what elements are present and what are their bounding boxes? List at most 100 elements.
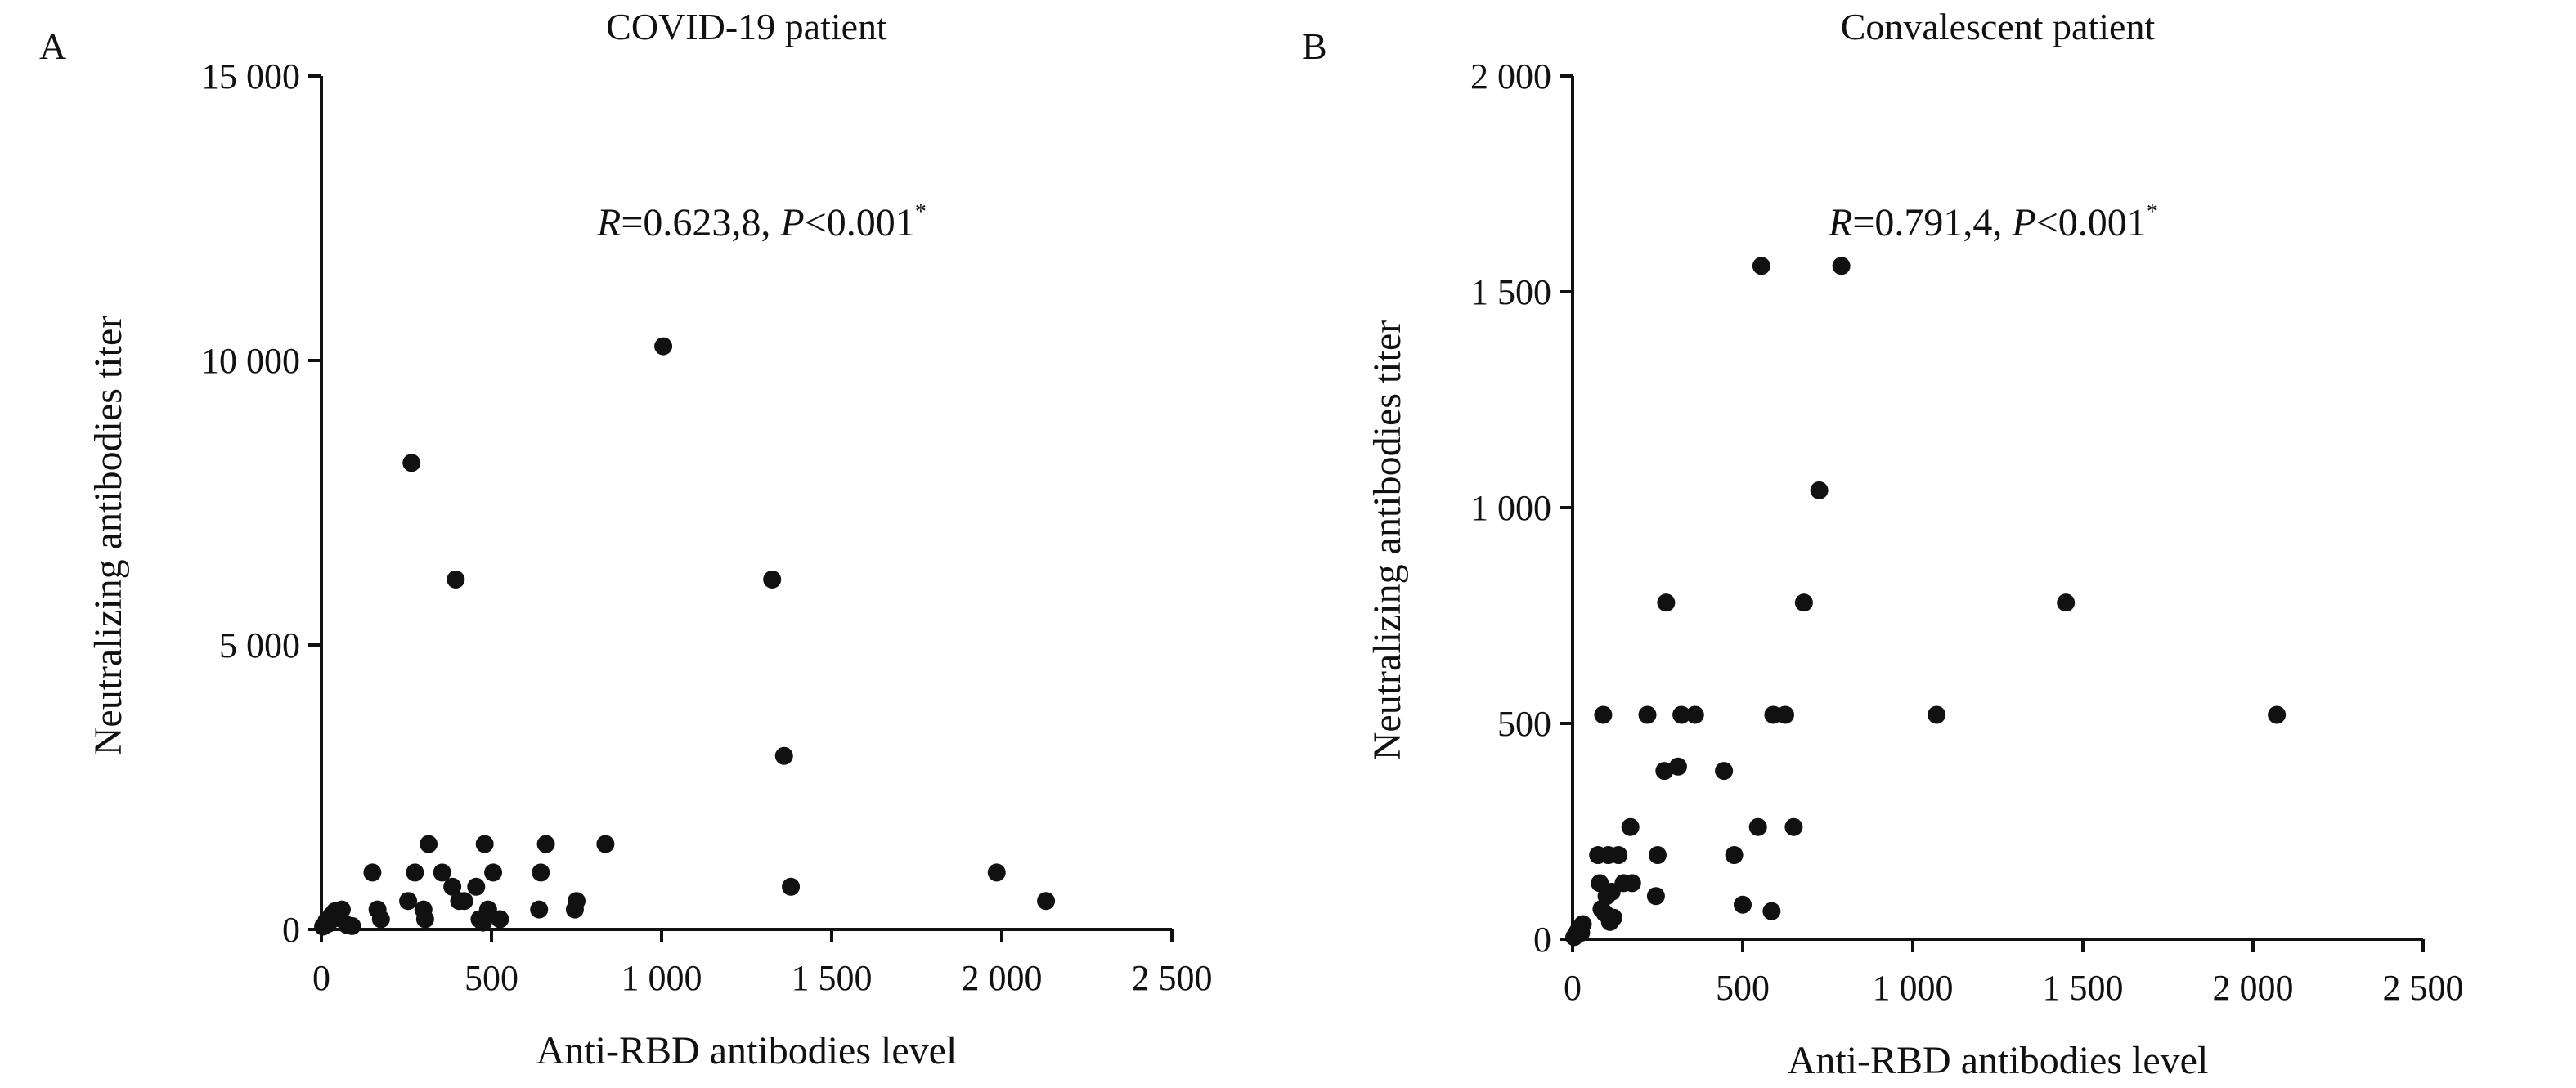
y-tick-label: 15 000 (201, 56, 300, 96)
data-point (1573, 915, 1592, 934)
x-tick-label: 500 (1716, 968, 1770, 1008)
x-tick-label: 2 500 (1132, 958, 1213, 998)
data-point (1715, 762, 1734, 781)
r-value: =0.623,8, (621, 201, 780, 244)
data-point (1776, 705, 1794, 724)
data-point (332, 900, 351, 919)
y-tick-label: 1 500 (1470, 272, 1551, 312)
x-tick-label: 0 (312, 958, 330, 998)
data-point (402, 454, 421, 472)
x-tick-label: 1 000 (1873, 968, 1954, 1008)
data-point (420, 835, 438, 853)
correlation-annotation: R=0.791,4, P<0.001* (1828, 199, 2158, 244)
data-point (447, 570, 465, 589)
data-point (415, 910, 434, 929)
data-point (455, 892, 473, 911)
data-point (1037, 892, 1056, 911)
panel-a: A COVID-19 patient 0 5 000 10 000 15 000 0 500 1… (39, 6, 1213, 1072)
r-symbol: R (596, 201, 621, 244)
data-point (774, 746, 793, 765)
data-point (530, 900, 549, 919)
data-point (654, 337, 673, 356)
y-tick-label: 5 000 (219, 625, 300, 665)
data-point (568, 892, 586, 911)
data-point (1655, 762, 1674, 781)
data-point (1734, 895, 1752, 914)
x-tick-label: 500 (464, 958, 518, 998)
data-point (1725, 846, 1744, 865)
data-point (1638, 705, 1657, 724)
y-axis-label: Neutralizing antibodies titer (87, 316, 130, 756)
p-symbol: P (2011, 201, 2035, 244)
data-point (1685, 705, 1704, 724)
correlation-annotation: R=0.623,8, P<0.001* (596, 199, 927, 244)
data-point (1832, 257, 1851, 275)
data-point (1668, 757, 1687, 776)
data-point (1604, 908, 1622, 927)
data-point (443, 877, 462, 896)
data-point (1657, 593, 1676, 612)
data-point (406, 863, 424, 882)
data-point (433, 863, 451, 882)
data-point (484, 863, 503, 882)
significance-star: * (2147, 199, 2158, 225)
data-point (343, 916, 361, 935)
r-value: =0.791,4, (1852, 201, 2012, 244)
data-point (399, 892, 418, 911)
panel-b: B Convalescent patient 0 500 1 000 1 500 2 000… (1302, 6, 2464, 1082)
chart-title: COVID-19 patient (606, 6, 887, 47)
p-symbol: P (779, 201, 804, 244)
x-tick-label: 1 500 (2043, 968, 2124, 1008)
data-point (1622, 874, 1641, 893)
x-axis-label: Anti-RBD antibodies level (1788, 1039, 2209, 1082)
x-tick-label: 2 000 (962, 958, 1043, 998)
y-tick-label: 2 000 (1470, 56, 1551, 96)
y-tick-label: 10 000 (201, 341, 300, 381)
data-point (532, 863, 550, 882)
x-tick-label: 0 (1564, 968, 1582, 1008)
data-point (2268, 705, 2287, 724)
data-point (478, 900, 497, 919)
data-point (1609, 846, 1628, 865)
data-point (1928, 705, 1946, 724)
data-point (491, 910, 509, 929)
data-point (1752, 257, 1770, 275)
data-point (467, 877, 486, 896)
y-tick-label: 1 000 (1470, 488, 1551, 528)
data-point (536, 835, 555, 853)
y-axis-label: Neutralizing antibodies titer (1366, 320, 1409, 761)
data-point (782, 877, 801, 896)
y-tick-label: 0 (1533, 920, 1551, 960)
p-value: <0.001 (805, 201, 915, 244)
data-point (1621, 817, 1640, 836)
panel-label: B (1302, 25, 1327, 67)
data-point (1784, 817, 1803, 836)
data-point (1646, 887, 1665, 906)
x-tick-label: 1 500 (792, 958, 873, 998)
data-point (1649, 846, 1667, 865)
x-tick-label: 2 500 (2383, 968, 2464, 1008)
data-point (475, 835, 494, 853)
r-symbol: R (1828, 201, 1852, 244)
data-point (1810, 481, 1829, 499)
x-axis-label: Anti-RBD antibodies level (536, 1029, 958, 1072)
x-tick-label: 1 000 (622, 958, 702, 998)
data-point (763, 570, 782, 589)
data-point (596, 835, 615, 853)
data-point (2057, 593, 2076, 612)
y-tick-label: 500 (1497, 704, 1551, 744)
data-point (1794, 593, 1813, 612)
x-tick-label: 2 000 (2213, 968, 2294, 1008)
data-point (1762, 902, 1781, 920)
data-point (987, 863, 1006, 882)
y-tick-label: 0 (282, 910, 300, 950)
data-point (1672, 705, 1691, 724)
p-value: <0.001 (2036, 201, 2147, 244)
data-point (371, 910, 390, 929)
data-point (1748, 817, 1767, 836)
significance-star: * (915, 199, 927, 225)
data-point (363, 863, 382, 882)
data-point (1594, 705, 1613, 724)
panel-label: A (39, 25, 66, 67)
